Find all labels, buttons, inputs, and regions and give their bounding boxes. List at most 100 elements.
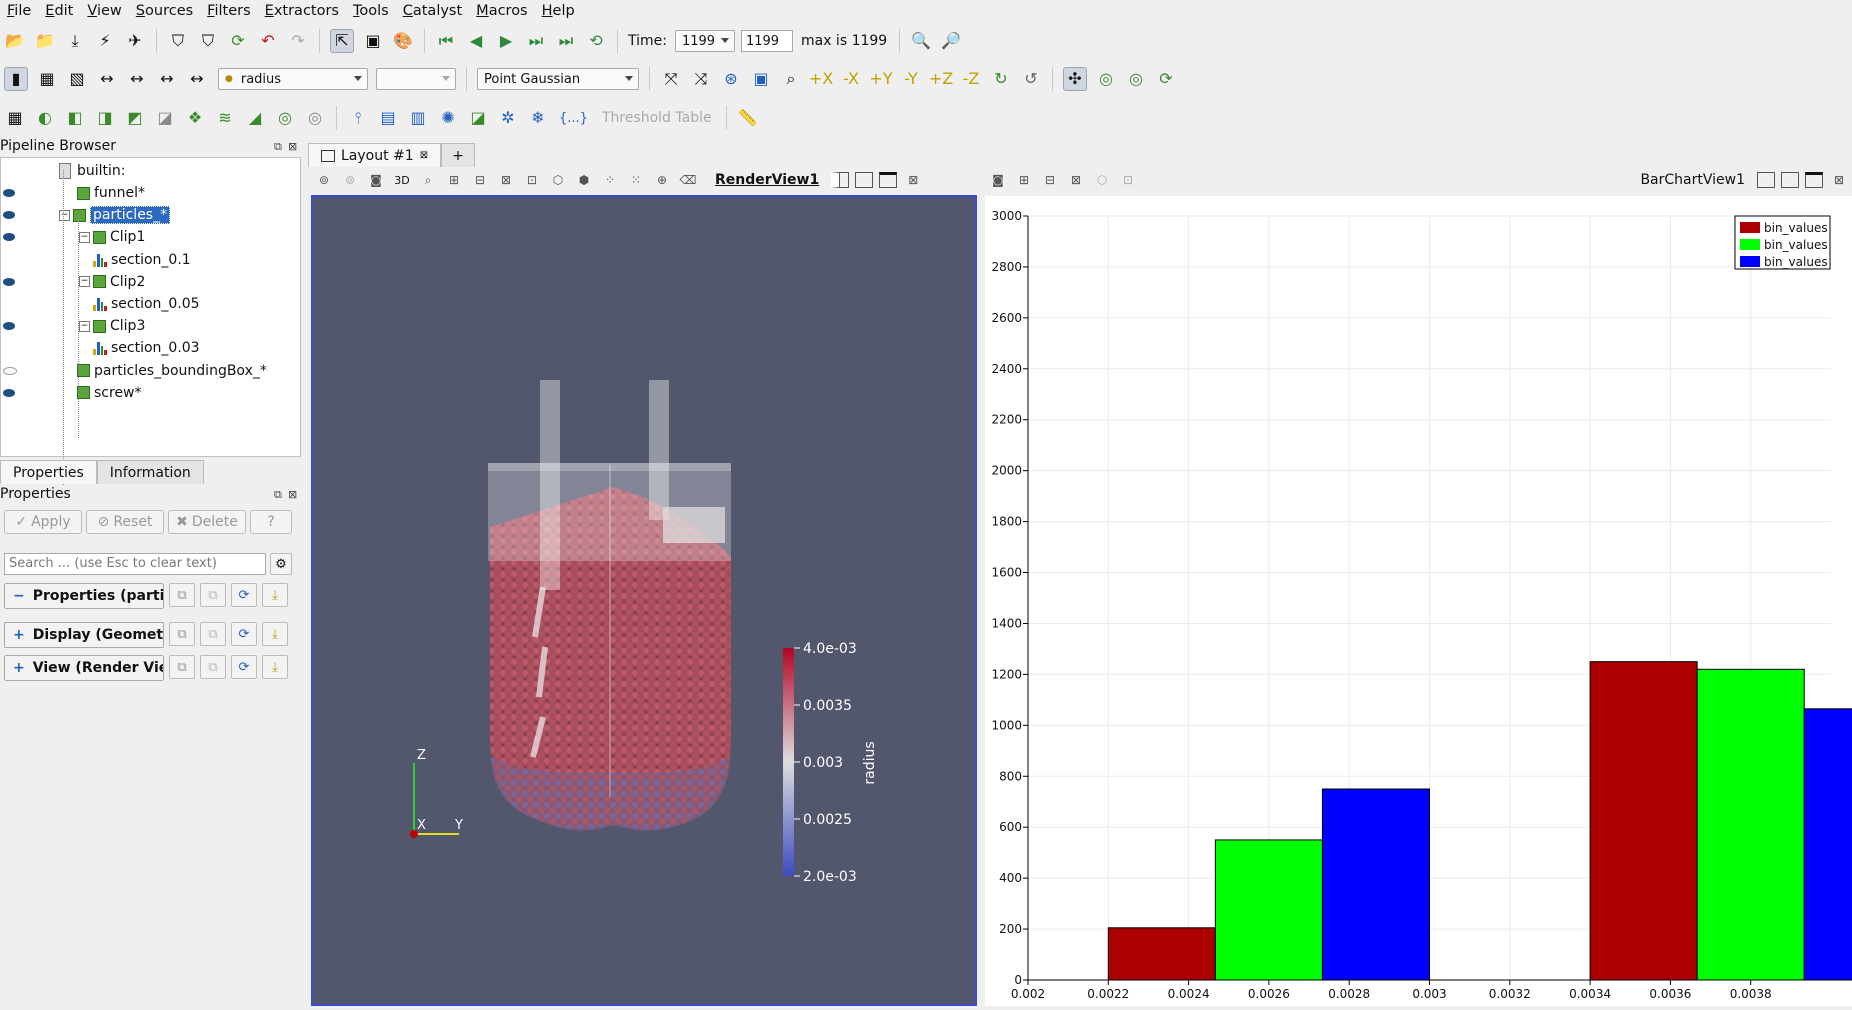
redo-icon[interactable]: ↷ xyxy=(291,31,305,50)
snowflake-icon[interactable]: ❄ xyxy=(531,108,545,127)
first-frame-icon[interactable]: ⏮ xyxy=(438,31,454,50)
select-polygon-icon[interactable]: ⬡ xyxy=(552,173,564,187)
stream-tracer-icon[interactable]: ≋ xyxy=(218,108,232,127)
bar[interactable] xyxy=(1589,661,1698,981)
visibility-eye-icon[interactable] xyxy=(3,277,15,286)
maximize-icon[interactable] xyxy=(879,172,898,188)
bar-chart-view[interactable]: 0 200 400 600 800 1000 1200 1400 1600 1800 2000 220… xyxy=(985,196,1852,1006)
add-layout-tab[interactable]: + xyxy=(441,143,475,167)
python-calculator-button[interactable]: {...} xyxy=(559,110,588,126)
camera-icon[interactable]: ◙ xyxy=(992,173,1004,187)
toggle-3d-button[interactable]: 3D xyxy=(394,173,410,187)
pipeline-item[interactable]: funnel* xyxy=(77,183,145,203)
menu-extractors[interactable]: Extractors xyxy=(264,3,339,19)
zoom-icon[interactable]: ⌕ xyxy=(424,172,432,187)
copy-icon[interactable]: ⧉ xyxy=(169,655,195,679)
plot-over-line-icon[interactable]: ⫯ xyxy=(354,108,362,127)
save-default-icon[interactable]: ⤓ xyxy=(262,655,288,679)
undock-icon[interactable]: ⧉ xyxy=(274,488,282,501)
collapse-icon[interactable]: − xyxy=(79,231,90,243)
menu-help[interactable]: Help xyxy=(541,3,575,19)
pipeline-item[interactable]: − Clip3 xyxy=(79,316,145,336)
probe-icon[interactable]: ✺ xyxy=(441,108,455,127)
visibility-eye-icon[interactable] xyxy=(3,233,15,242)
view-plus-z-icon[interactable]: +Z xyxy=(928,69,954,88)
calculator-icon[interactable]: ▦ xyxy=(7,108,23,127)
select-polygon-icon[interactable]: ⬡ xyxy=(1096,173,1108,187)
temporal-icon[interactable]: ✲ xyxy=(501,108,515,127)
pipeline-item[interactable]: particles_boundingBox_* xyxy=(77,361,267,381)
bar-chart[interactable]: 0 200 400 600 800 1000 1200 1400 1600 1800 2000 220… xyxy=(985,196,1852,1006)
open-folder-icon[interactable]: 📂 xyxy=(5,31,25,50)
paste-icon[interactable]: ⧉ xyxy=(200,583,226,607)
show-center-icon[interactable]: ✣ xyxy=(1063,67,1087,91)
close-icon[interactable]: ⊠ xyxy=(288,488,298,501)
select-remove-icon[interactable]: ⊟ xyxy=(1044,173,1056,187)
properties-search-input[interactable]: Search ... (use Esc to clear text) xyxy=(4,553,266,575)
gear-icon[interactable]: ⚙ xyxy=(270,553,292,575)
menu-catalyst[interactable]: Catalyst xyxy=(402,3,463,19)
tab-properties[interactable]: Properties xyxy=(0,460,97,484)
capture-alt-icon[interactable]: ⊚ xyxy=(344,173,356,187)
save-data-icon[interactable]: ⤓ xyxy=(71,31,79,50)
hover-points-icon[interactable]: ⁘ xyxy=(604,173,616,187)
warp-vector-icon[interactable]: ◢ xyxy=(248,108,262,127)
pipeline-item[interactable]: section_0.05 xyxy=(93,294,200,314)
hover-cells-icon[interactable]: ⁙ xyxy=(630,173,642,187)
pick-center-icon[interactable]: ◎ xyxy=(1129,69,1143,88)
select-points-icon[interactable]: ⊟ xyxy=(474,173,486,187)
undock-icon[interactable]: ⧉ xyxy=(274,140,282,153)
plot-data-icon[interactable]: ◪ xyxy=(470,108,486,127)
zoom-to-data-icon[interactable]: ⊛ xyxy=(724,69,738,88)
refresh-icon[interactable]: ⟳ xyxy=(231,622,257,646)
visibility-eye-icon[interactable] xyxy=(3,388,15,397)
previous-frame-icon[interactable]: ◀ xyxy=(469,31,483,50)
menu-edit[interactable]: Edit xyxy=(45,3,74,19)
visibility-eye-icon[interactable] xyxy=(3,189,15,197)
visibility-eye-icon[interactable] xyxy=(3,211,15,220)
zoom-data-icon[interactable]: 🔎 xyxy=(941,31,962,50)
rotation-center-icon[interactable]: ⟳ xyxy=(1159,69,1173,88)
menu-tools[interactable]: Tools xyxy=(353,3,389,19)
toggle-color-legend-icon[interactable]: ▮ xyxy=(4,67,28,91)
glyph-icon[interactable]: ❖ xyxy=(187,108,203,127)
rescale-visible-icon[interactable]: ↔ xyxy=(190,69,204,88)
render-canvas[interactable]: Z X Y 4.0e-03 0.0035 0.003 0.0025 2.0e-03 ra… xyxy=(313,197,975,1004)
menu-filters[interactable]: Filters xyxy=(207,3,251,19)
layout-tab[interactable]: Layout #1 ⊠ xyxy=(308,143,442,167)
menu-macros[interactable]: Macros xyxy=(476,3,528,19)
visibility-eye-icon[interactable] xyxy=(3,366,17,375)
find-data-icon[interactable]: 🔍 xyxy=(911,31,932,50)
rescale-custom-icon[interactable]: ↔ xyxy=(130,69,144,88)
time-step-spinbox[interactable]: 1199 xyxy=(740,30,793,52)
tab-information[interactable]: Information xyxy=(96,460,204,484)
contour-icon[interactable]: ◐ xyxy=(38,108,52,127)
play-icon[interactable]: ▶ xyxy=(499,31,513,50)
save-default-icon[interactable]: ⤓ xyxy=(262,583,288,607)
rotate-plus-90-icon[interactable]: ↻ xyxy=(994,69,1008,88)
view-minus-z-icon[interactable]: -Z xyxy=(962,69,980,88)
pipeline-item[interactable]: − particles_* xyxy=(59,205,171,225)
disconnect-icon[interactable]: ✈ xyxy=(128,31,142,50)
view-plus-x-icon[interactable]: +X xyxy=(808,69,834,88)
paste-icon[interactable]: ⧉ xyxy=(200,622,226,646)
grow-selection-icon[interactable]: ⊕ xyxy=(656,173,668,187)
last-frame-icon[interactable]: ⏭ xyxy=(558,31,574,50)
close-icon[interactable]: ⊠ xyxy=(419,150,429,161)
bar[interactable] xyxy=(1214,839,1323,981)
render-view[interactable]: Z X Y 4.0e-03 0.0035 0.003 0.0025 2.0e-03 ra… xyxy=(311,195,977,1006)
menu-sources[interactable]: Sources xyxy=(135,3,194,19)
property-section-header[interactable]: + View (Render Vie xyxy=(4,655,164,681)
collapse-icon[interactable]: − xyxy=(59,209,70,221)
component-combo[interactable] xyxy=(376,68,456,90)
clear-selection-icon[interactable]: ⊡ xyxy=(1122,173,1134,187)
undo-icon[interactable]: ↶ xyxy=(261,31,275,50)
pipeline-root[interactable]: builtin: xyxy=(59,161,126,181)
edit-palette-icon[interactable]: ▧ xyxy=(69,69,85,88)
select-block-icon[interactable]: ⊠ xyxy=(500,173,512,187)
clip-icon[interactable]: ◧ xyxy=(67,108,83,127)
representation-combo[interactable]: Point Gaussian xyxy=(477,68,639,90)
reset-camera-icon[interactable]: ⤧ xyxy=(664,69,678,88)
split-horizontal-icon[interactable] xyxy=(831,172,850,188)
bar[interactable] xyxy=(1321,788,1430,981)
